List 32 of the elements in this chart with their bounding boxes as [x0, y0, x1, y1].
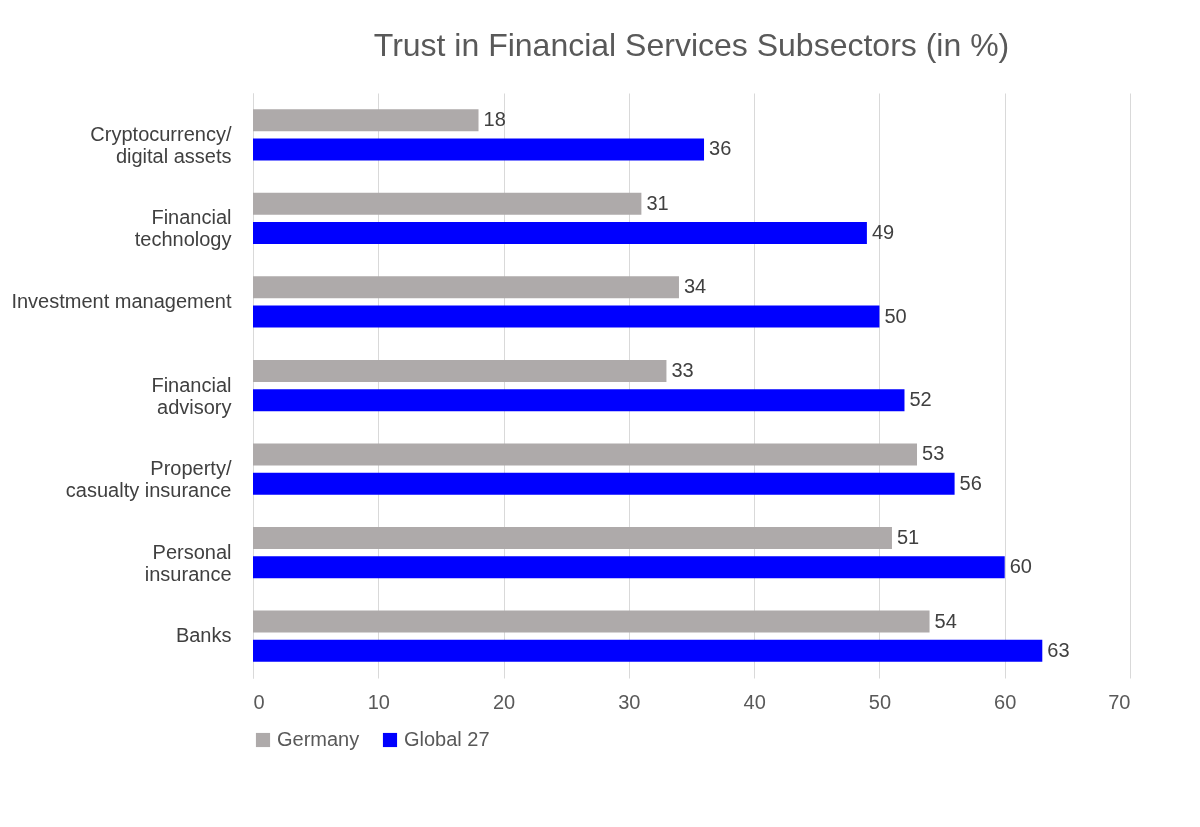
x-tick-label: 10 [367, 690, 390, 713]
x-tick-label: 40 [743, 690, 766, 713]
data-label: 53 [922, 442, 945, 465]
y-tick-label: Property/ casualty insurance [65, 457, 232, 502]
x-tick-label: 30 [618, 690, 641, 713]
data-label: 31 [646, 191, 669, 214]
x-tick-label: 60 [994, 690, 1017, 713]
data-label: 63 [1047, 638, 1070, 661]
data-label: 51 [896, 526, 920, 549]
x-tick-label: 50 [868, 690, 892, 713]
data-label: 50 [884, 304, 907, 327]
data-label: 36 [709, 137, 732, 160]
legend-label: Germany [277, 728, 360, 750]
y-tick-label: Financial technology [134, 206, 232, 251]
data-label: 33 [671, 358, 694, 381]
data-label: 52 [909, 388, 932, 411]
y-tick-label: Investment management [11, 289, 232, 312]
y-tick-label: Cryptocurrency/ digital assets [90, 122, 232, 167]
x-tick-label: 0 [253, 690, 265, 713]
data-label: 54 [934, 609, 957, 632]
x-tick-label: 70 [1108, 690, 1131, 713]
data-label: 34 [683, 275, 707, 298]
data-label: 49 [871, 220, 895, 243]
y-tick-label: Personal insurance [144, 540, 232, 585]
data-label: 56 [959, 471, 982, 494]
y-tick-label: Banks [175, 624, 232, 647]
y-tick-label: Financial advisory [151, 373, 232, 418]
legend-label: Global 27 [404, 728, 490, 750]
x-tick-label: 20 [492, 690, 516, 713]
chart-title: Trust in Financial Services Subsectors (in %) [373, 27, 1010, 63]
data-label: 18 [483, 108, 506, 131]
data-label: 60 [1009, 555, 1032, 578]
